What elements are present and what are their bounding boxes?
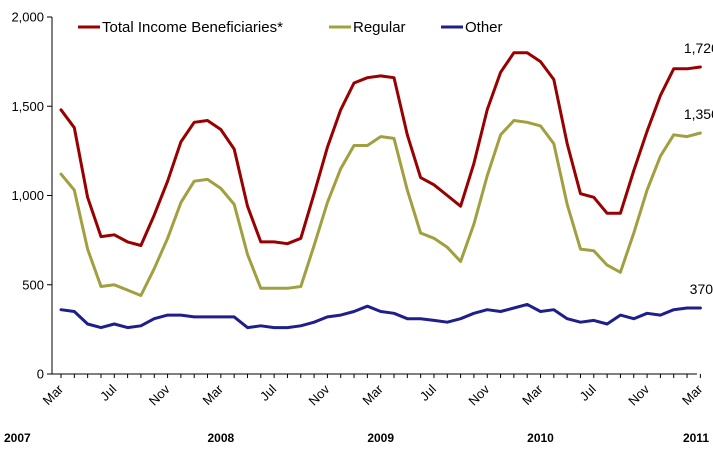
year-label: 2010 (527, 431, 554, 445)
x-tick-label: Mar (359, 381, 386, 408)
year-label: 2008 (207, 431, 234, 445)
end-label-1: 1,350 (684, 106, 713, 122)
legend-label-1: Regular (353, 19, 406, 36)
y-tick-label: 1,500 (11, 99, 44, 114)
y-tick-label: 0 (37, 367, 44, 382)
end-label-0: 1,720 (684, 40, 713, 56)
x-tick-label: Jul (257, 381, 279, 403)
series-line-1 (59, 119, 702, 297)
x-tick-label: Jul (417, 381, 439, 403)
legend-label-2: Other (465, 19, 503, 36)
x-tick-label: Jul (97, 381, 119, 403)
y-tick-label: 500 (22, 277, 44, 292)
end-labels: 1,720 1,350 370 (684, 40, 713, 297)
legend-label-0: Total Income Beneficiaries* (102, 19, 283, 36)
y-tick-label: 1,000 (11, 188, 44, 203)
series-line-0 (59, 51, 702, 247)
legend: Total Income Beneficiaries* Regular Other (78, 19, 503, 36)
axes: 0 500 1,000 1,500 2,000 Mar Jul Nov Mar Jul Nov Mar… (4, 10, 709, 446)
series-line-2 (59, 302, 702, 330)
year-label: 2009 (367, 431, 394, 445)
x-tick-label: Jul (577, 381, 599, 403)
series-layer (59, 51, 702, 330)
year-label: 2011 (683, 431, 709, 445)
x-tick-label: Mar (200, 381, 227, 408)
x-tick-label: Nov (465, 381, 492, 408)
year-label: 2007 (4, 431, 31, 445)
x-tick-label: Mar (519, 381, 546, 408)
end-label-2: 370 (690, 281, 713, 297)
x-tick-label: Mar (40, 381, 67, 408)
x-tick-label: Nov (625, 381, 652, 408)
x-tick-label: Mar (679, 381, 706, 408)
x-tick-label: Nov (146, 381, 173, 408)
x-tick-label: Nov (306, 381, 333, 408)
y-tick-label: 2,000 (11, 10, 44, 25)
